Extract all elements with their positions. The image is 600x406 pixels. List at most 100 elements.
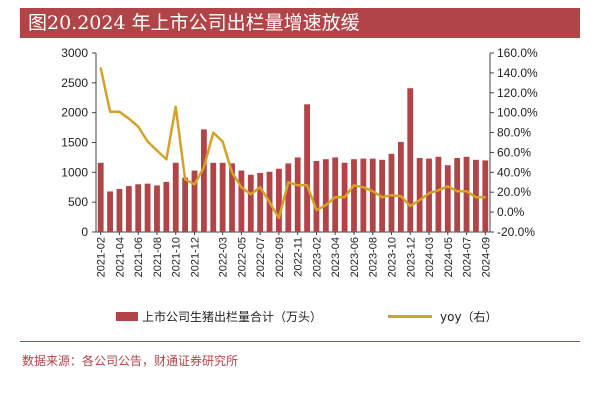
yoy-point [174, 105, 177, 108]
legend-bar-label: 上市公司生猪出栏量合计（万头） [142, 310, 323, 324]
bar [351, 159, 357, 232]
source-divider [20, 341, 580, 342]
bar [313, 160, 320, 232]
x-tick-label: 2023-10 [387, 237, 399, 277]
yoy-point [146, 140, 149, 143]
yoy-point [268, 201, 271, 203]
bar [454, 158, 461, 232]
yoy-point [212, 131, 215, 134]
left-tick-label: 2500 [61, 76, 88, 90]
chart-title: 图20.2024 年上市公司出栏量增速放缓 [28, 12, 360, 34]
yoy-point [249, 193, 252, 196]
yoy-point [418, 199, 421, 201]
x-tick-label: 2021-10 [171, 237, 183, 277]
yoy-point [484, 196, 487, 198]
yoy-point [240, 186, 243, 189]
x-tick-label: 2022-09 [274, 237, 286, 277]
right-tick-label: 140.0% [497, 66, 538, 80]
yoy-point [343, 196, 346, 198]
yoy-point [400, 195, 402, 197]
x-tick-label: 2022-07 [255, 237, 267, 277]
yoy-point [381, 196, 383, 198]
bar [172, 162, 179, 232]
left-tick-label: 500 [68, 195, 88, 209]
bar [294, 157, 301, 232]
x-tick-label: 2024-07 [462, 237, 474, 277]
yoy-point [475, 196, 477, 198]
bar [360, 158, 367, 232]
yoy-point [362, 186, 365, 189]
bar [229, 163, 235, 232]
x-tick-label: 2023-06 [349, 237, 361, 277]
yoy-point [278, 217, 280, 219]
bar [238, 170, 245, 232]
yoy-point [165, 158, 168, 161]
bar [182, 177, 189, 232]
left-tick-label: 1000 [61, 165, 88, 179]
bar [247, 174, 254, 232]
yoy-point [465, 190, 468, 193]
yoy-point [221, 140, 224, 143]
bar [304, 104, 310, 232]
x-tick-label: 2022-03 [218, 237, 230, 277]
yoy-point [128, 117, 130, 120]
bar [482, 160, 489, 232]
yoy-point [353, 184, 355, 187]
x-tick-label: 2021-12 [190, 237, 202, 277]
yoy-point [118, 110, 121, 113]
yoy-point [99, 67, 102, 69]
left-tick-label: 1500 [61, 136, 88, 150]
bar [285, 163, 292, 232]
right-tick-label: 100.0% [497, 106, 538, 120]
right-tick-label: 20.0% [497, 185, 531, 199]
bar [388, 153, 395, 232]
x-tick-label: 2023-08 [368, 237, 380, 277]
right-tick-label: 120.0% [497, 86, 538, 100]
bar [322, 159, 329, 232]
x-tick-label: 2023-04 [330, 237, 342, 277]
bar [191, 170, 198, 232]
source-note: 数据来源：各公司公告，财通证券研究所 [22, 354, 239, 368]
x-tick-label: 2024-03 [424, 237, 436, 277]
bar [135, 184, 142, 232]
bar [257, 172, 264, 232]
right-tick-label: 60.0% [497, 145, 531, 159]
bar [97, 162, 104, 232]
bar [416, 158, 423, 232]
bar [369, 158, 376, 232]
yoy-point [193, 183, 196, 186]
bar [332, 157, 339, 232]
x-tick-label: 2023-12 [405, 237, 417, 277]
x-tick-label: 2021-08 [152, 237, 164, 277]
right-tick-label: -20.0% [497, 225, 535, 239]
bar [435, 156, 442, 232]
x-tick-label: 2023-02 [311, 237, 323, 277]
yoy-point [315, 209, 318, 211]
x-tick-label: 2021-02 [96, 237, 108, 277]
right-tick-label: 40.0% [497, 165, 531, 179]
bar [463, 156, 470, 232]
yoy-point [409, 205, 412, 207]
yoy-point [259, 186, 261, 189]
left-tick-label: 3000 [61, 46, 88, 60]
bar [426, 158, 432, 232]
yoy-point [296, 184, 299, 187]
right-tick-label: 160.0% [497, 46, 538, 60]
bar [107, 191, 113, 232]
x-tick-label: 2024-05 [443, 237, 455, 277]
bar [444, 165, 451, 232]
legend-item-line: yoy（右） [388, 308, 498, 325]
bar [154, 185, 160, 232]
yoy-point [137, 125, 140, 128]
yoy-point [456, 190, 458, 193]
bar [210, 162, 217, 232]
legend: 上市公司生猪出栏量合计（万头） yoy（右） [96, 304, 536, 324]
yoy-line [99, 67, 486, 220]
chart-area: 0 500 1000 1500 2000 2500 3000 -20.0% 0.0% 20.0% 4… [61, 46, 538, 277]
x-tick-label: 2022-11 [293, 237, 305, 277]
legend-line-label: yoy（右） [440, 310, 498, 324]
yoy-point [287, 181, 290, 184]
left-tick-label: 0 [81, 225, 88, 239]
legend-line-swatch [388, 315, 432, 318]
yoy-point [446, 185, 449, 188]
